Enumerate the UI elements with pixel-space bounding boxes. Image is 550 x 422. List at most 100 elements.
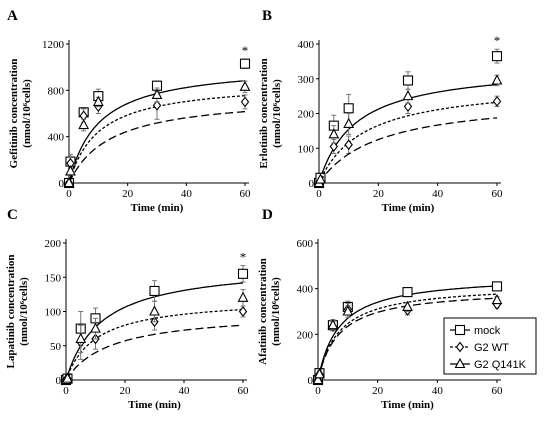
data-point [149,305,160,316]
fit-curve [65,324,244,381]
y-axis-label: Lapatinib concentration(nmol/10⁶cells) [5,255,30,369]
x-tick-label: 0 [66,188,72,200]
data-point [491,281,503,292]
data-point [402,300,413,311]
data-point [240,96,250,108]
data-point [491,51,503,62]
data-point [491,74,503,85]
y-tick-label: 0 [59,178,65,190]
x-tick-label: 20 [120,385,132,397]
legend-label: G2 WT [474,342,509,354]
fit-curve [318,101,498,184]
y-axis-label-line: (nmol/10⁶cells) [21,79,33,148]
data-point [402,89,414,101]
y-tick-label: 50 [50,341,62,353]
x-tick-label: 0 [315,385,321,397]
y-tick-label: 400 [48,132,65,144]
x-tick-label: 40 [181,188,193,200]
panel-label: A [7,8,18,24]
data-point [343,117,355,128]
fit-curve [317,293,498,381]
data-point [152,99,162,111]
y-tick-label: 200 [298,109,315,121]
y-tick-label: 100 [45,307,62,319]
y-axis-label-line: Lapatinib concentration [5,255,17,369]
y-tick-label: 800 [48,85,65,97]
data-point [238,306,248,317]
x-axis-label: Time (min) [381,399,434,411]
data-point [329,141,339,152]
x-tick-label: 0 [316,188,322,200]
y-tick-label: 0 [308,375,314,387]
y-tick-label: 300 [298,74,315,86]
x-tick-label: 40 [432,385,444,397]
data-point [65,165,76,176]
data-point [63,176,75,188]
y-tick-label: 150 [45,272,62,284]
data-point [237,268,249,279]
y-tick-label: 0 [309,178,315,190]
y-axis-label-line: Erlotinib concentration [258,58,270,168]
chart-panel: B 0 100 200 300 400 0 20 40 60 Time (min) Erlotinib… [258,8,503,214]
data-point [315,173,326,184]
data-point [151,88,163,100]
significance-mark: * [494,33,501,48]
data-point [90,322,101,333]
y-axis-label-line: (nmol/10⁶cells) [270,277,282,346]
data-point [237,291,249,302]
data-point [491,293,503,305]
panel-label: D [262,207,273,223]
data-point [78,118,90,130]
x-tick-label: 20 [372,385,384,397]
legend-label: G2 Q141K [474,359,527,371]
chart-panel: C 0 50 100 150 200 0 20 40 60 Time (min) Lapatinib … [5,207,249,411]
x-tick-label: 60 [492,385,504,397]
data-point [403,101,413,112]
data-point [402,75,414,86]
data-point [327,319,339,330]
x-axis-label: Time (min) [382,202,435,214]
data-point [344,139,353,151]
y-axis-label-line: Gefitinib concentration [8,59,20,169]
data-point [312,373,324,385]
data-point [62,372,73,383]
data-point [343,103,354,114]
y-tick-label: 200 [45,238,62,250]
x-tick-label: 20 [373,188,385,200]
data-point [239,58,251,69]
y-tick-label: 600 [297,238,314,250]
x-axis-label: Time (min) [131,202,184,214]
series-g2-wt [64,90,250,189]
legend: mock G2 WT G2 Q141K [443,317,537,375]
significance-mark: * [240,250,247,265]
y-tick-label: 1200 [42,39,65,51]
data-point [75,332,87,343]
data-point [149,285,160,297]
y-tick-label: 200 [297,329,314,341]
data-point [92,95,104,106]
data-point [402,287,413,298]
legend-marker [454,324,466,336]
x-tick-label: 0 [63,385,69,397]
y-axis-label: Erlotinib concentration(nmol/10⁶cells) [258,58,283,168]
x-tick-label: 60 [240,188,252,200]
series-g2-q141k [63,80,251,188]
x-tick-label: 60 [238,385,250,397]
legend-label: mock [474,325,501,337]
y-tick-label: 400 [298,39,315,51]
x-tick-label: 40 [432,188,444,200]
series-g2-q141k [60,289,249,385]
y-tick-label: 400 [297,284,314,296]
fit-curve [318,117,498,184]
y-axis-label-line: (nmol/10⁶cells) [18,277,30,346]
series-mock [313,48,503,189]
y-axis-label-line: (nmol/10⁶cells) [271,79,283,148]
y-tick-label: 0 [56,375,62,387]
series-g2-wt [314,95,502,189]
x-tick-label: 60 [492,188,504,200]
panel-label: C [7,207,18,223]
data-point [314,368,325,379]
x-axis-label: Time (min) [128,399,181,411]
y-tick-label: 100 [298,143,315,155]
